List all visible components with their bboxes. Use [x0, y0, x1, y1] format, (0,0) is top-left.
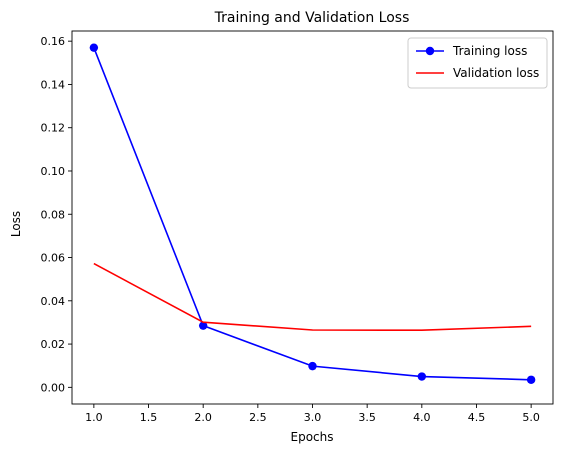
x-tick-label: 2.5 [249, 411, 267, 424]
data-point [308, 361, 317, 371]
y-tick-label: 0.12 [41, 122, 66, 135]
data-point [526, 375, 536, 384]
y-tick-label: 0.16 [41, 35, 66, 48]
x-tick-label: 4.0 [413, 411, 431, 424]
y-tick-label: 0.08 [41, 208, 66, 221]
x-tick-label: 1.5 [140, 411, 158, 424]
chart-title: Training and Validation Loss [214, 10, 410, 26]
y-tick-label: 0.00 [41, 381, 66, 394]
y-tick-label: 0.10 [41, 165, 66, 178]
y-tick-label: 0.06 [41, 252, 66, 265]
x-tick-label: 5.0 [522, 411, 540, 424]
legend-label: Training loss [452, 44, 527, 58]
legend-label: Validation loss [453, 66, 539, 80]
x-tick-label: 1.0 [85, 411, 103, 424]
legend-marker [425, 46, 435, 56]
plot-area: 1.0 1.5 2.0 2.5 3.0 3.5 4.0 4.5 5.0 0.00 0.02 0.04 0… [41, 30, 554, 424]
legend: Training loss Validation loss [407, 37, 548, 89]
data-point [198, 321, 208, 330]
y-tick-label: 0.04 [41, 295, 66, 308]
y-tick-label: 0.02 [41, 338, 66, 351]
x-tick-label: 2.0 [194, 411, 212, 424]
x-tick-label: 4.5 [468, 411, 486, 424]
data-point [417, 372, 427, 381]
y-axis-label: Loss [9, 211, 23, 237]
data-point [89, 43, 99, 52]
x-axis-label: Epochs [291, 430, 334, 444]
series-line-1 [93, 262, 532, 332]
x-tick-label: 3.0 [304, 411, 322, 424]
x-tick-label: 3.5 [358, 411, 376, 424]
y-tick-label: 0.14 [41, 78, 66, 91]
